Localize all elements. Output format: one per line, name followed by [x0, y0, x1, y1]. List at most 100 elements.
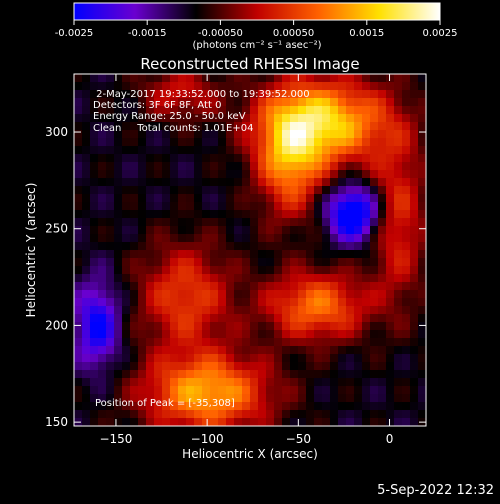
- heatmap-cell: [202, 314, 211, 323]
- heatmap-cell: [314, 250, 323, 259]
- heatmap-cell: [346, 418, 355, 426]
- heatmap-cell: [226, 402, 235, 411]
- heatmap-cell: [266, 194, 275, 203]
- heatmap-cell: [346, 338, 355, 347]
- heatmap-cell: [234, 170, 243, 179]
- heatmap-cell: [82, 394, 91, 403]
- heatmap-cell: [338, 410, 347, 419]
- heatmap-cell: [82, 218, 91, 227]
- heatmap-cell: [162, 258, 171, 267]
- heatmap-cell: [114, 98, 123, 107]
- heatmap-cell: [314, 418, 323, 426]
- heatmap-cell: [202, 90, 211, 99]
- heatmap-cell: [402, 186, 411, 195]
- heatmap-cell: [250, 210, 259, 219]
- heatmap-cell: [122, 186, 131, 195]
- heatmap-cell: [394, 74, 403, 83]
- heatmap-cell: [418, 298, 426, 307]
- heatmap-cell: [266, 162, 275, 171]
- heatmap-cell: [258, 266, 267, 275]
- heatmap-cell: [154, 362, 163, 371]
- heatmap-cell: [210, 402, 219, 411]
- heatmap-cell: [218, 186, 227, 195]
- heatmap-cell: [146, 74, 155, 83]
- heatmap-cell: [234, 218, 243, 227]
- heatmap-cell: [370, 202, 379, 211]
- heatmap-cell: [210, 194, 219, 203]
- heatmap-cell: [74, 170, 83, 179]
- heatmap-cell: [162, 114, 171, 123]
- heatmap-cell: [106, 290, 115, 299]
- heatmap-cell: [82, 258, 91, 267]
- heatmap-cell: [378, 106, 387, 115]
- heatmap-cell: [202, 306, 211, 315]
- heatmap-cell: [202, 378, 211, 387]
- heatmap-cell: [410, 298, 419, 307]
- heatmap-cell: [250, 258, 259, 267]
- heatmap-cell: [194, 418, 203, 426]
- heatmap-cell: [250, 146, 259, 155]
- heatmap-cell: [402, 210, 411, 219]
- heatmap-cell: [74, 346, 83, 355]
- heatmap-cell: [242, 346, 251, 355]
- heatmap-cell: [186, 242, 195, 251]
- heatmap-cell: [122, 378, 131, 387]
- heatmap-cell: [138, 74, 147, 83]
- heatmap-cell: [122, 250, 131, 259]
- heatmap-cell: [266, 322, 275, 331]
- heatmap-cell: [346, 394, 355, 403]
- heatmap-cell: [202, 322, 211, 331]
- heatmap-cell: [90, 90, 99, 99]
- heatmap-cell: [202, 234, 211, 243]
- heatmap-cell: [98, 410, 107, 419]
- heatmap-cell: [258, 298, 267, 307]
- heatmap-cell: [242, 354, 251, 363]
- heatmap-cell: [234, 98, 243, 107]
- heatmap-cell: [362, 82, 371, 91]
- heatmap-cell: [410, 234, 419, 243]
- heatmap-cell: [394, 106, 403, 115]
- heatmap-cell: [290, 306, 299, 315]
- heatmap-cell: [322, 138, 331, 147]
- heatmap-cell: [290, 290, 299, 299]
- heatmap-cell: [130, 122, 139, 131]
- heatmap-cell: [386, 186, 395, 195]
- heatmap-cell: [290, 226, 299, 235]
- heatmap-cell: [210, 298, 219, 307]
- heatmap-cell: [378, 410, 387, 419]
- heatmap-cell: [74, 226, 83, 235]
- heatmap-cell: [210, 274, 219, 283]
- heatmap-cell: [194, 410, 203, 419]
- heatmap-cell: [370, 226, 379, 235]
- heatmap-cell: [186, 290, 195, 299]
- heatmap-cell: [306, 154, 315, 163]
- heatmap-cell: [418, 194, 426, 203]
- heatmap-cell: [274, 218, 283, 227]
- heatmap-cell: [202, 266, 211, 275]
- heatmap-cell: [130, 418, 139, 426]
- heatmap-cell: [314, 202, 323, 211]
- heatmap-cell: [250, 282, 259, 291]
- y-tick-label: 300: [45, 125, 68, 139]
- heatmap-cell: [210, 74, 219, 83]
- heatmap-cell: [170, 98, 179, 107]
- heatmap-cell: [338, 106, 347, 115]
- heatmap-cell: [354, 170, 363, 179]
- heatmap-cell: [322, 322, 331, 331]
- heatmap-cell: [146, 370, 155, 379]
- heatmap-cell: [418, 274, 426, 283]
- heatmap-cell: [162, 314, 171, 323]
- heatmap-cell: [378, 330, 387, 339]
- heatmap-cell: [178, 330, 187, 339]
- heatmap-cell: [138, 226, 147, 235]
- heatmap-cell: [362, 218, 371, 227]
- heatmap-cell: [114, 402, 123, 411]
- heatmap-cell: [202, 226, 211, 235]
- heatmap-cell: [338, 386, 347, 395]
- heatmap-cell: [218, 130, 227, 139]
- heatmap-cell: [282, 106, 291, 115]
- heatmap-cell: [314, 194, 323, 203]
- heatmap-cell: [146, 98, 155, 107]
- heatmap-cell: [354, 346, 363, 355]
- x-tick-label: −100: [191, 432, 224, 446]
